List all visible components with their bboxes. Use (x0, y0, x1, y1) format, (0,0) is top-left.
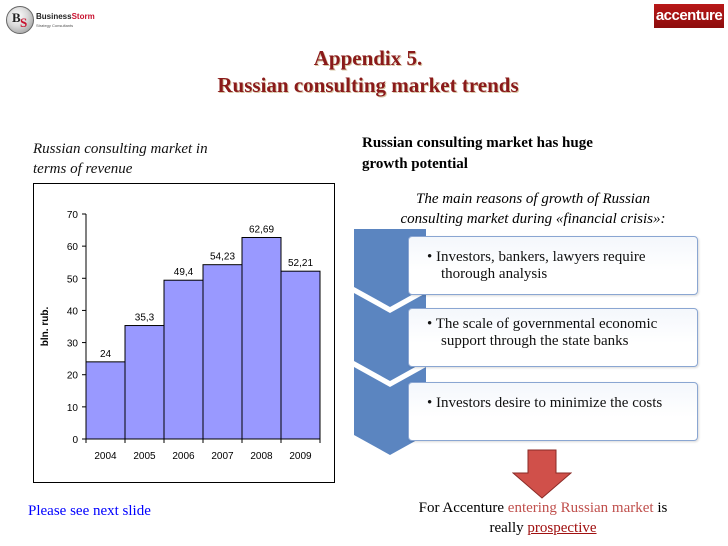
reason-box-1: • Investors, bankers, lawyers require th… (408, 236, 698, 295)
conclusion-line2-prefix: really (489, 520, 528, 536)
y-tick-label: 10 (67, 403, 79, 414)
monogram-b: B (12, 10, 21, 25)
data-label-2007: 54,23 (210, 252, 235, 263)
conclusion-highlight: entering Russian market (507, 500, 654, 516)
y-tick-label: 30 (67, 339, 79, 350)
data-label-2004: 24 (100, 349, 112, 360)
x-tick-label-2005: 2005 (133, 451, 156, 462)
monogram-s: S (20, 15, 28, 30)
conclusion-suffix: is (653, 500, 668, 516)
logo-brand-accent: Storm (71, 12, 95, 21)
reason-box-2: • The scale of governmental economic sup… (408, 308, 698, 367)
data-label-2009: 52,21 (288, 258, 313, 269)
x-tick-label-2004: 2004 (94, 451, 117, 462)
x-tick-label-2007: 2007 (211, 451, 234, 462)
reason-text-1: • Investors, bankers, lawyers require th… (427, 249, 646, 282)
y-axis-title: bln. rub. (40, 307, 51, 347)
reasons-intro-line-1: The main reasons of growth of Russian (416, 191, 650, 207)
title-line-2: Russian consulting market trends (217, 73, 519, 97)
y-tick-label: 60 (67, 242, 79, 253)
y-tick-label: 20 (67, 371, 79, 382)
y-tick-label: 40 (67, 306, 79, 317)
revenue-chart: 0 10 20 30 40 50 60 70 bln. rub. 24 2004 35,3 2005 49… (33, 183, 335, 483)
conclusion-prefix: For Accenture (418, 500, 508, 516)
reason-box-3: • Investors desire to minimize the costs (408, 382, 698, 441)
growth-heading: Russian consulting market has huge growt… (362, 133, 662, 175)
reason-text-3: • Investors desire to minimize the costs (427, 395, 663, 411)
y-tick-label: 0 (72, 435, 78, 446)
conclusion-line-2: really prospective (378, 518, 708, 538)
conclusion-line-1: For Accenture entering Russian market is (378, 498, 708, 518)
bar-2004 (85, 361, 126, 440)
logo-brand-part: Business (36, 12, 72, 21)
growth-heading-line-2: growth potential (362, 156, 468, 172)
bar-2006 (163, 279, 204, 440)
y-tick-label: 50 (67, 274, 79, 285)
revenue-chart-svg: 0 10 20 30 40 50 60 70 bln. rub. 24 2004 35,3 2005 49… (40, 210, 321, 462)
x-tick-label-2009: 2009 (289, 451, 312, 462)
data-label-2005: 35,3 (135, 313, 155, 324)
x-tick-label-2006: 2006 (172, 451, 195, 462)
x-tick-label-2008: 2008 (250, 451, 273, 462)
data-label-2008: 62,69 (249, 224, 274, 235)
reasons-intro-line-2: consulting market during «financial cris… (400, 211, 666, 227)
chart-caption-line-1: Russian consulting market in (33, 141, 208, 157)
next-slide-link[interactable]: Please see next slide (28, 503, 151, 519)
bar-2009 (280, 270, 321, 440)
chart-caption-line-2: terms of revenue (33, 161, 133, 177)
y-tick-label: 70 (67, 210, 79, 221)
reasons-intro: The main reasons of growth of Russian co… (363, 189, 703, 229)
reason-text-2: • The scale of governmental economic sup… (427, 316, 658, 349)
chart-caption: Russian consulting market in terms of re… (33, 139, 293, 179)
growth-heading-line-1: Russian consulting market has huge (362, 135, 593, 151)
data-label-2006: 49,4 (174, 267, 194, 278)
bar-2007 (202, 264, 243, 440)
businessstorm-logo: B S BusinessStorm Strategy Consultants (6, 6, 96, 34)
slide-title: Appendix 5. Russian consulting market tr… (100, 45, 636, 99)
bar-2008 (241, 236, 282, 440)
title-line-1: Appendix 5. (313, 46, 423, 70)
conclusion-note: For Accenture entering Russian market is… (378, 498, 708, 538)
logo-brand-name: BusinessStorm (36, 12, 95, 21)
down-arrow-icon (512, 449, 572, 499)
accenture-logo: accenture (654, 4, 724, 28)
conclusion-line2-highlight: prospective (527, 520, 597, 536)
logo-tagline: Strategy Consultants (36, 23, 74, 28)
bar-2005 (124, 325, 165, 440)
logo-monogram: B S (6, 6, 34, 34)
